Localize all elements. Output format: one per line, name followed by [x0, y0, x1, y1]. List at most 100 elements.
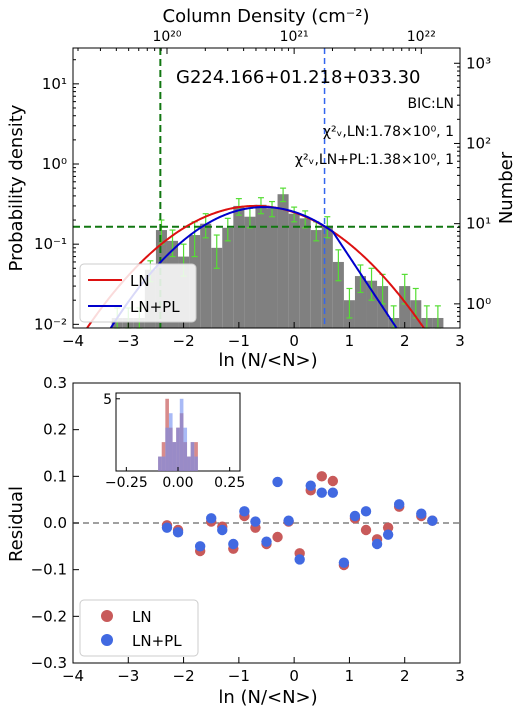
lnpl-residual-point [261, 536, 272, 547]
y2-axis-label: Number [496, 151, 517, 224]
chi-square-ln: χ²ᵥ,LN:1.78×10⁰, 1 [323, 124, 454, 140]
legend-ln-marker [101, 610, 113, 622]
lnpl-residual-point [371, 538, 383, 550]
inset-lnpl-bar [161, 456, 166, 471]
lnpl-residual-point [194, 541, 206, 552]
x-tick-label: −4 [62, 332, 84, 350]
bottom-panel-ticks: −4 −3 −2 −1 0 1 2 3 −0.3 −0.2 −0.1 0.0 0.1 0.2 0.3 [31, 374, 465, 685]
x-axis-label-bottom: ln (N/<N>) [218, 687, 317, 708]
histogram-bar [255, 204, 267, 328]
lnpl-residual-point [206, 513, 217, 524]
y-tick-label-bottom: 0.0 [43, 514, 67, 532]
legend-bottom: LN LN+PL [79, 599, 199, 657]
histogram-bar [399, 286, 411, 328]
y2-tick-label: 10⁰ [466, 295, 491, 313]
x-tick-label-bottom: −3 [117, 667, 139, 685]
inset-lnpl-bar [194, 456, 198, 471]
inset-lnpl-bar [176, 427, 180, 471]
y-tick-label: 10⁰ [42, 155, 67, 173]
lnpl-residual-point [239, 506, 250, 517]
lnpl-residual-point [316, 487, 327, 498]
y-tick-label-bottom: 0.2 [43, 421, 67, 439]
lnpl-residual-point [349, 510, 361, 522]
lnpl-residual-point [338, 557, 350, 568]
residual-inset: −0.25 0.00 0.25 5 [103, 392, 245, 491]
histogram-bar [299, 218, 311, 328]
ln-residual-point [327, 475, 339, 487]
legend-box [79, 263, 197, 323]
histogram-bar [310, 230, 322, 328]
y-tick-label-bottom: 0.3 [43, 374, 67, 392]
inset-ticks: −0.25 0.00 0.25 5 [103, 392, 245, 491]
ln-residual-point [272, 531, 283, 543]
inset-lnpl-bar [172, 442, 177, 471]
histogram-bar [321, 225, 333, 328]
inset-lnpl-bar [165, 427, 169, 471]
legend-lnpl-label: LN+PL [130, 298, 180, 316]
inset-y-tick-label: 5 [103, 392, 112, 408]
y-axis-label: Probability density [6, 104, 27, 271]
residual-panel: −4 −3 −2 −1 0 1 2 3 −0.3 −0.2 −0.1 0.0 0.1 0.2 0.3 ln … [6, 374, 465, 708]
histogram-bar [288, 213, 300, 328]
histogram-bar [233, 205, 245, 328]
inset-x-tick-label: 0.00 [162, 475, 193, 491]
histogram-bar [244, 216, 256, 328]
histogram-bar [366, 280, 378, 328]
inset-lnpl-bar [190, 442, 195, 471]
x-tick-label: −2 [173, 332, 195, 350]
y-tick-label: 10⁻² [34, 315, 67, 333]
lnpl-residual-point [305, 480, 316, 491]
legend-ln-label-bottom: LN [132, 608, 152, 626]
x-tick-label-bottom: −4 [62, 667, 84, 685]
lnpl-residual-point [172, 527, 184, 538]
inset-lnpl-bar [179, 398, 184, 471]
lnpl-residual-point [327, 487, 339, 498]
x-tick-label-bottom: −2 [173, 667, 195, 685]
bic-text: BIC:LN [408, 96, 455, 112]
residual-points [161, 471, 438, 571]
lnpl-residual-point [294, 554, 305, 565]
histogram-bar [222, 227, 234, 328]
lnpl-residual-point [228, 538, 239, 550]
y2-tick-label: 10¹ [466, 215, 491, 233]
inset-lnpl-bar [183, 427, 188, 471]
histogram-panel: −4 −3 −2 −1 0 1 2 3 10⁻² 10⁻¹ 10⁰ 10¹ 10⁰ 10¹ 10² 10³ 10… [6, 6, 517, 371]
histogram-bar [266, 208, 278, 328]
histogram-bar [277, 194, 289, 328]
x-tick-label: 2 [400, 332, 410, 350]
x-axis-label: ln (N/<N>) [218, 350, 317, 371]
lnpl-residual-point [360, 506, 372, 517]
legend-ln-label: LN [130, 272, 150, 290]
x-tick-label: 0 [289, 332, 299, 350]
chart-title: G224.166+01.218+033.30 [176, 67, 421, 88]
inset-lnpl-bar [187, 456, 191, 471]
x-tick-label: 1 [345, 332, 355, 350]
ln-residual-point [316, 471, 327, 482]
legend-lnpl-marker [101, 634, 113, 646]
histogram-bar [354, 276, 367, 328]
x-tick-label-bottom: 3 [455, 667, 465, 685]
y-tick-label: 10⁻¹ [34, 235, 67, 253]
x-tick-label-bottom: 2 [400, 667, 410, 685]
top-panel-ticks: −4 −3 −2 −1 0 1 2 3 10⁻² 10⁻¹ 10⁰ 10¹ 10⁰ 10¹ 10² 10³ 10… [34, 29, 491, 350]
x-tick-label-bottom: 1 [345, 667, 355, 685]
y-tick-label-bottom: −0.2 [31, 607, 67, 625]
histogram-bar [200, 223, 212, 328]
chi-square-lnpl: χ²ᵥ,LN+PL:1.38×10⁰, 1 [295, 152, 454, 168]
lnpl-residual-point [250, 516, 261, 527]
y-tick-label-bottom: −0.3 [31, 654, 67, 672]
top-x-tick-label: 10²¹ [280, 29, 309, 45]
top-x-tick-label: 10²² [407, 29, 436, 45]
top-x-tick-label: 10²⁰ [152, 29, 181, 45]
y-tick-label-bottom: 0.1 [43, 467, 67, 485]
lnpl-residual-point [427, 515, 438, 526]
lnpl-residual-point [393, 499, 405, 510]
x-tick-label: −3 [117, 332, 139, 350]
inset-lnpl-bar [158, 456, 162, 471]
inset-bars [158, 398, 198, 471]
y-tick-label: 10¹ [42, 75, 67, 93]
ln-residual-point [360, 524, 372, 536]
legend: LN LN+PL [79, 263, 197, 323]
lnpl-residual-point [382, 529, 394, 540]
